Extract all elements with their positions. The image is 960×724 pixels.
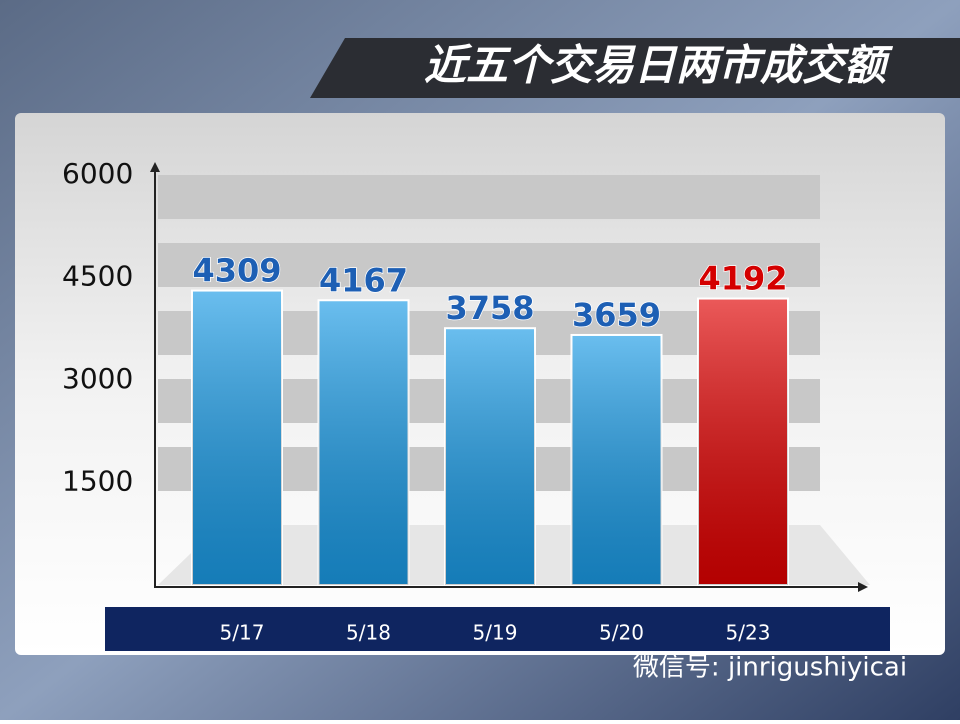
x-tick-label: 5/23 — [726, 621, 771, 645]
x-tick-label: 5/18 — [346, 621, 391, 645]
bar-shade — [698, 298, 788, 585]
x-tick-label: 5/19 — [473, 621, 518, 645]
value-label: 3758 — [445, 289, 534, 327]
stripe — [158, 243, 820, 287]
y-axis-arrow — [150, 162, 160, 172]
y-tick-label: 3000 — [62, 362, 133, 395]
bar-shade — [445, 328, 535, 585]
category-strip — [105, 607, 890, 651]
x-tick-label: 5/17 — [220, 621, 265, 645]
value-label: 3659 — [572, 296, 661, 334]
y-tick-label: 4500 — [62, 260, 133, 293]
value-label: 4309 — [192, 252, 281, 290]
value-label: 4192 — [698, 260, 787, 298]
y-tick-label: 1500 — [62, 465, 133, 498]
bar-shade — [571, 334, 662, 585]
bar-shade — [318, 300, 409, 585]
x-tick-label: 5/20 — [599, 621, 644, 645]
y-tick-label: 6000 — [62, 157, 133, 190]
chart-title: 近五个交易日两市成交额 — [424, 41, 894, 90]
value-label: 4167 — [319, 261, 408, 299]
stripe — [158, 175, 820, 219]
watermark: 微信号: jinrigushiyicai — [633, 653, 907, 683]
x-axis-arrow — [858, 582, 868, 592]
title-banner — [310, 38, 960, 98]
bar-shade — [192, 290, 282, 585]
